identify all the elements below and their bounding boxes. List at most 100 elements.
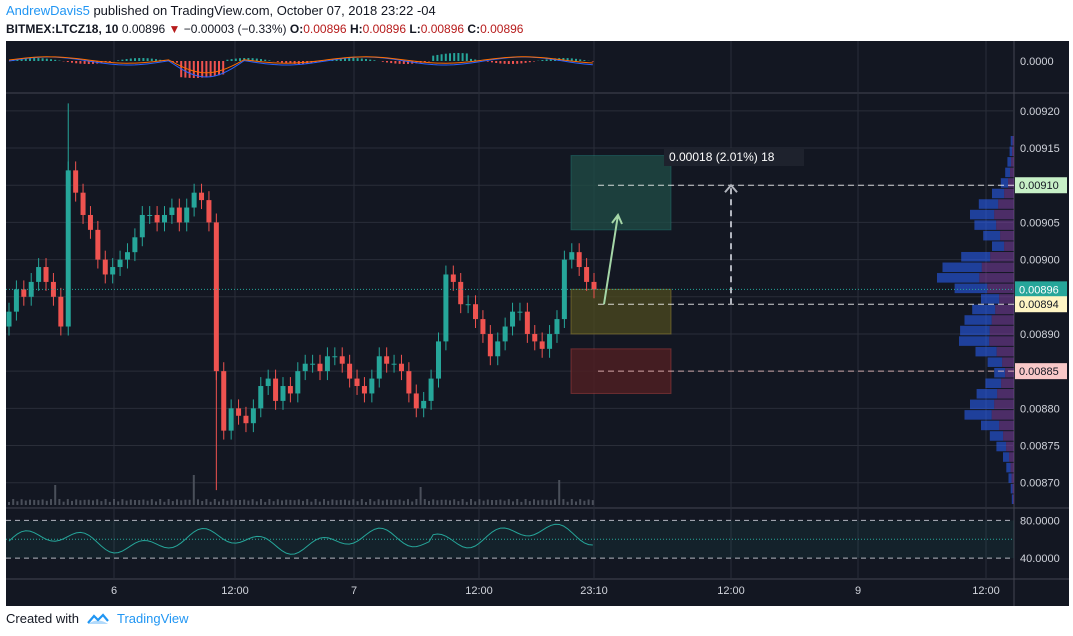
- price-change: −0.00003 (−0.33%): [183, 22, 287, 36]
- chart-canvas[interactable]: 0.00018 (2.01%) 18 0.00920 0.00915 0.00905 0…: [6, 41, 1069, 606]
- volume-profile-bar: [1000, 178, 1009, 188]
- candle-body: [132, 237, 138, 253]
- volume-profile-bar: [978, 199, 999, 209]
- price-axis-label: 0.00920: [1020, 106, 1060, 118]
- volume-profile-bar: [981, 262, 1014, 273]
- stop-price-label: 0.00885: [1019, 366, 1059, 378]
- candle-body: [532, 333, 538, 342]
- candle-body: [199, 192, 205, 201]
- candle-body: [228, 408, 234, 431]
- time-axis-label: 6: [111, 585, 117, 597]
- candle-body: [80, 192, 86, 215]
- volume-profile-bar: [1009, 146, 1013, 157]
- volume-profile-bar: [994, 367, 1006, 378]
- stop-price-label-bg: [1015, 363, 1067, 380]
- candle-body: [243, 415, 249, 424]
- volume-profile-bar: [996, 346, 1014, 357]
- projection-arrow: [603, 214, 619, 305]
- candle-body: [428, 378, 434, 401]
- time-axis-label: 7: [351, 585, 357, 597]
- candle-body: [502, 326, 508, 342]
- volume-profile-bar: [975, 346, 997, 357]
- candle-body: [280, 386, 286, 401]
- volume-profile-bar: [1010, 462, 1014, 473]
- volume-profile-bar: [1005, 367, 1014, 378]
- candle-body: [176, 207, 182, 223]
- candle-body: [13, 289, 19, 312]
- candle-body: [539, 341, 545, 349]
- candle-body: [43, 267, 49, 282]
- volume-profile-bar: [987, 283, 1014, 294]
- volume-profile-bar: [954, 283, 988, 294]
- candle-body: [465, 304, 471, 306]
- volume-profile-bar: [994, 209, 1014, 220]
- volume-profile-bar: [991, 410, 1014, 420]
- candle-body: [458, 281, 464, 305]
- target-price-label: 0.00910: [1019, 180, 1059, 192]
- close-value: 0.00896: [480, 22, 524, 36]
- volume-profile-bar: [996, 220, 1014, 230]
- footer: Created with TradingView: [6, 611, 189, 626]
- volume-profile-bar: [985, 378, 1002, 389]
- candle-body: [317, 363, 323, 372]
- candle-body: [450, 274, 456, 282]
- volume-profile-bar: [960, 325, 990, 336]
- candle-body: [162, 214, 168, 223]
- author-link[interactable]: AndrewDavis5: [6, 3, 90, 18]
- high-value: 0.00896: [362, 22, 407, 36]
- candle-body: [421, 400, 427, 409]
- candle-body: [435, 341, 441, 379]
- volume-profile-bar: [1011, 494, 1014, 504]
- current-price-label: 0.00896: [1019, 284, 1059, 296]
- volume-profile-bar: [1011, 473, 1014, 483]
- tradingview-link[interactable]: TradingView: [87, 611, 189, 626]
- candle-body: [124, 252, 130, 260]
- candle-body: [147, 214, 153, 216]
- target-zone: [570, 154, 672, 231]
- price-axis-label: 0.00905: [1020, 217, 1060, 229]
- volume-profile-bar: [1011, 157, 1014, 167]
- oscillator-axis-label: 80.0000: [1020, 515, 1060, 527]
- arrow-head-icon: [611, 213, 623, 225]
- price-axis-label: 0.00915: [1020, 143, 1060, 155]
- symbol-bar: BITMEX:LTCZ18, 10 0.00896 ▼ −0.00003 (−0…: [6, 22, 523, 36]
- volume-profile-bar: [987, 357, 1003, 367]
- volume-profile-bar: [1008, 473, 1012, 483]
- volume-profile-bar: [1013, 494, 1014, 504]
- candle-body: [569, 252, 575, 260]
- candle-body: [332, 356, 338, 358]
- signal-line: [8, 56, 593, 74]
- price-axis-label: 0.00890: [1020, 329, 1060, 341]
- volume-profile-bar: [942, 262, 982, 273]
- low-label: L:: [409, 22, 421, 36]
- volume-profile-bar: [1000, 230, 1014, 241]
- candle-body: [258, 386, 264, 409]
- candle-body: [6, 311, 12, 327]
- volume-profile-bar: [996, 441, 1007, 452]
- volume-profile-bar: [1002, 357, 1014, 367]
- candle-body: [250, 408, 256, 424]
- volume-profile-bar: [961, 251, 991, 262]
- tradingview-brand[interactable]: TradingView: [116, 611, 189, 626]
- volume-profile-bar: [1005, 167, 1011, 178]
- tradingview-logo-icon: [87, 612, 109, 624]
- volume-profile-bar: [1003, 452, 1010, 462]
- volume-profile-bar: [1010, 167, 1014, 178]
- measure-label: 0.00018 (2.01%) 18: [669, 150, 775, 164]
- price-axis-label: 0.00880: [1020, 403, 1060, 415]
- candle-body: [154, 214, 160, 223]
- candle-body: [117, 259, 123, 268]
- price-axis-label: 0.00900: [1020, 255, 1060, 267]
- volume-profile-bar: [972, 304, 996, 315]
- volume-profile-bar: [983, 230, 1001, 241]
- candle-body: [169, 207, 175, 215]
- volume-profile-bar: [989, 325, 1014, 336]
- candle-body: [591, 281, 597, 290]
- candle-body: [213, 222, 219, 372]
- candle-body: [480, 319, 486, 334]
- candle-body: [28, 281, 34, 297]
- volume-profile-bar: [964, 410, 992, 420]
- volume-profile-bar: [989, 431, 1004, 441]
- candle-body: [273, 378, 279, 401]
- candle-body: [495, 341, 501, 357]
